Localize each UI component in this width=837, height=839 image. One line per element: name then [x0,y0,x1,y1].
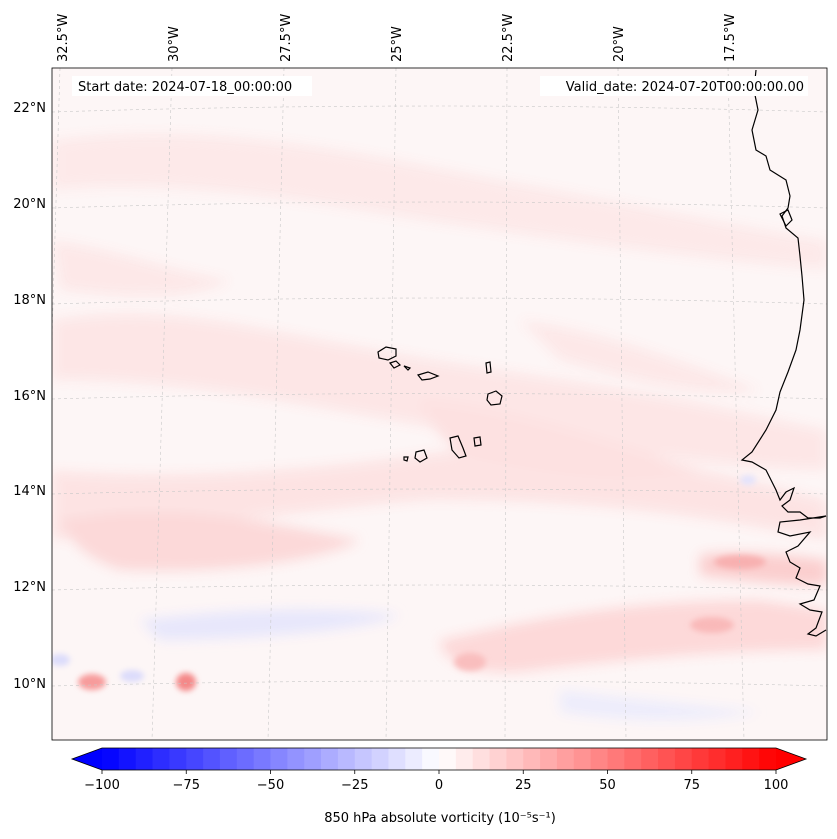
colorbar-tick-label: 50 [599,778,616,793]
start-date-box [72,76,312,96]
colorbar-high-extension [776,748,806,770]
island-brava [403,456,409,462]
island-maio [473,436,482,447]
colorbar-segment [186,748,204,770]
vorticity-field [52,133,827,721]
colorbar-segment [759,748,777,770]
colorbar-segment [725,748,743,770]
colorbar-segment [135,748,154,770]
colorbar: −100 −75 −50 −25 0 25 50 75 100 850 hPa absolute… [70,747,808,826]
island-santa-luzia [403,365,412,371]
lat-label-20n: 20°N [13,197,46,212]
island-boa-vista [486,390,503,406]
colorbar-segment [219,748,238,770]
latitude-labels: 22°N 20°N 18°N 16°N 14°N 12°N 10°N [13,101,46,692]
colorbar-tick-label: −50 [257,778,284,793]
colorbar-segment [203,748,221,770]
colorbar-segment [304,748,322,770]
island-sao-vicente [388,360,402,369]
colorbar-segments [102,748,777,770]
colorbar-segment [674,748,693,770]
colorbar-segment [388,748,406,770]
colorbar-segment [253,748,272,770]
colorbar-segment [287,748,305,770]
colorbar-segment [236,748,255,770]
colorbar-segment [506,748,524,770]
island-fogo [414,449,428,463]
island-sal [485,361,492,374]
colorbar-segment [455,748,474,770]
start-date-label: Start date: 2024-07-18_00:00:00 [78,80,292,95]
lat-label-16n: 16°N [13,389,46,404]
colorbar-segment [472,748,491,770]
colorbar-segment [540,748,558,770]
valid-date-box [540,76,808,96]
colorbar-segment [371,748,390,770]
colorbar-segment [169,748,187,770]
colorbar-tick-label: −75 [173,778,200,793]
colorbar-segment [691,748,710,770]
colorbar-segment [337,748,356,770]
colorbar-segment [556,748,575,770]
colorbar-tick-label: 25 [515,778,532,793]
lon-label-27-5w: 27.5°W [279,14,294,62]
lon-label-25w: 25°W [390,26,405,62]
colorbar-segment [489,748,507,770]
colorbar-segment [590,748,609,770]
colorbar-segment [405,748,423,770]
lon-label-30w: 30°W [167,26,182,62]
colorbar-segment [624,748,642,770]
lat-label-22n: 22°N [13,101,46,116]
colorbar-segment [658,748,676,770]
island-sao-nicolau [416,371,440,381]
island-santo-antao [377,346,397,361]
colorbar-segment [152,748,170,770]
colorbar-segment [641,748,659,770]
valid-date-label: Valid_date: 2024-07-20T00:00:00.00 [566,80,804,95]
colorbar-tick-label: −100 [84,778,120,793]
island-santiago [449,435,467,459]
colorbar-label: 850 hPa absolute vorticity (10⁻⁵s⁻¹) [324,811,556,826]
colorbar-segment [573,748,592,770]
coastlines [377,69,827,637]
colorbar-ticks: −100 −75 −50 −25 0 25 50 75 100 [84,770,788,793]
lon-label-17-5w: 17.5°W [723,14,738,62]
lon-label-22-5w: 22.5°W [501,14,516,62]
lon-label-20w: 20°W [612,26,627,62]
lat-label-14n: 14°N [13,484,46,499]
colorbar-segment [742,748,760,770]
colorbar-tick-label: 75 [683,778,700,793]
gridlines [52,68,827,740]
colorbar-segment [523,748,541,770]
lat-label-12n: 12°N [13,580,46,595]
colorbar-tick-label: 0 [435,778,443,793]
lon-label-32-5w: 32.5°W [56,14,71,62]
colorbar-segment [321,748,339,770]
colorbar-segment [270,748,288,770]
colorbar-segment [102,748,120,770]
colorbar-segment [708,748,727,770]
lat-label-18n: 18°N [13,293,46,308]
senegal-river-detail [779,209,793,228]
map-panel: Start date: 2024-07-18_00:00:00 Valid_da… [51,67,828,741]
colorbar-tick-label: 100 [764,778,789,793]
colorbar-tick-label: −25 [341,778,368,793]
longitude-labels: 32.5°W 30°W 27.5°W 25°W 22.5°W 20°W 17.5… [56,14,738,62]
colorbar-segment [118,748,137,770]
colorbar-low-extension [72,748,102,770]
colorbar-segment [422,748,440,770]
map-frame [51,67,828,741]
colorbar-segment [354,748,373,770]
lat-label-10n: 10°N [13,677,46,692]
colorbar-segment [439,748,457,770]
colorbar-segment [607,748,625,770]
